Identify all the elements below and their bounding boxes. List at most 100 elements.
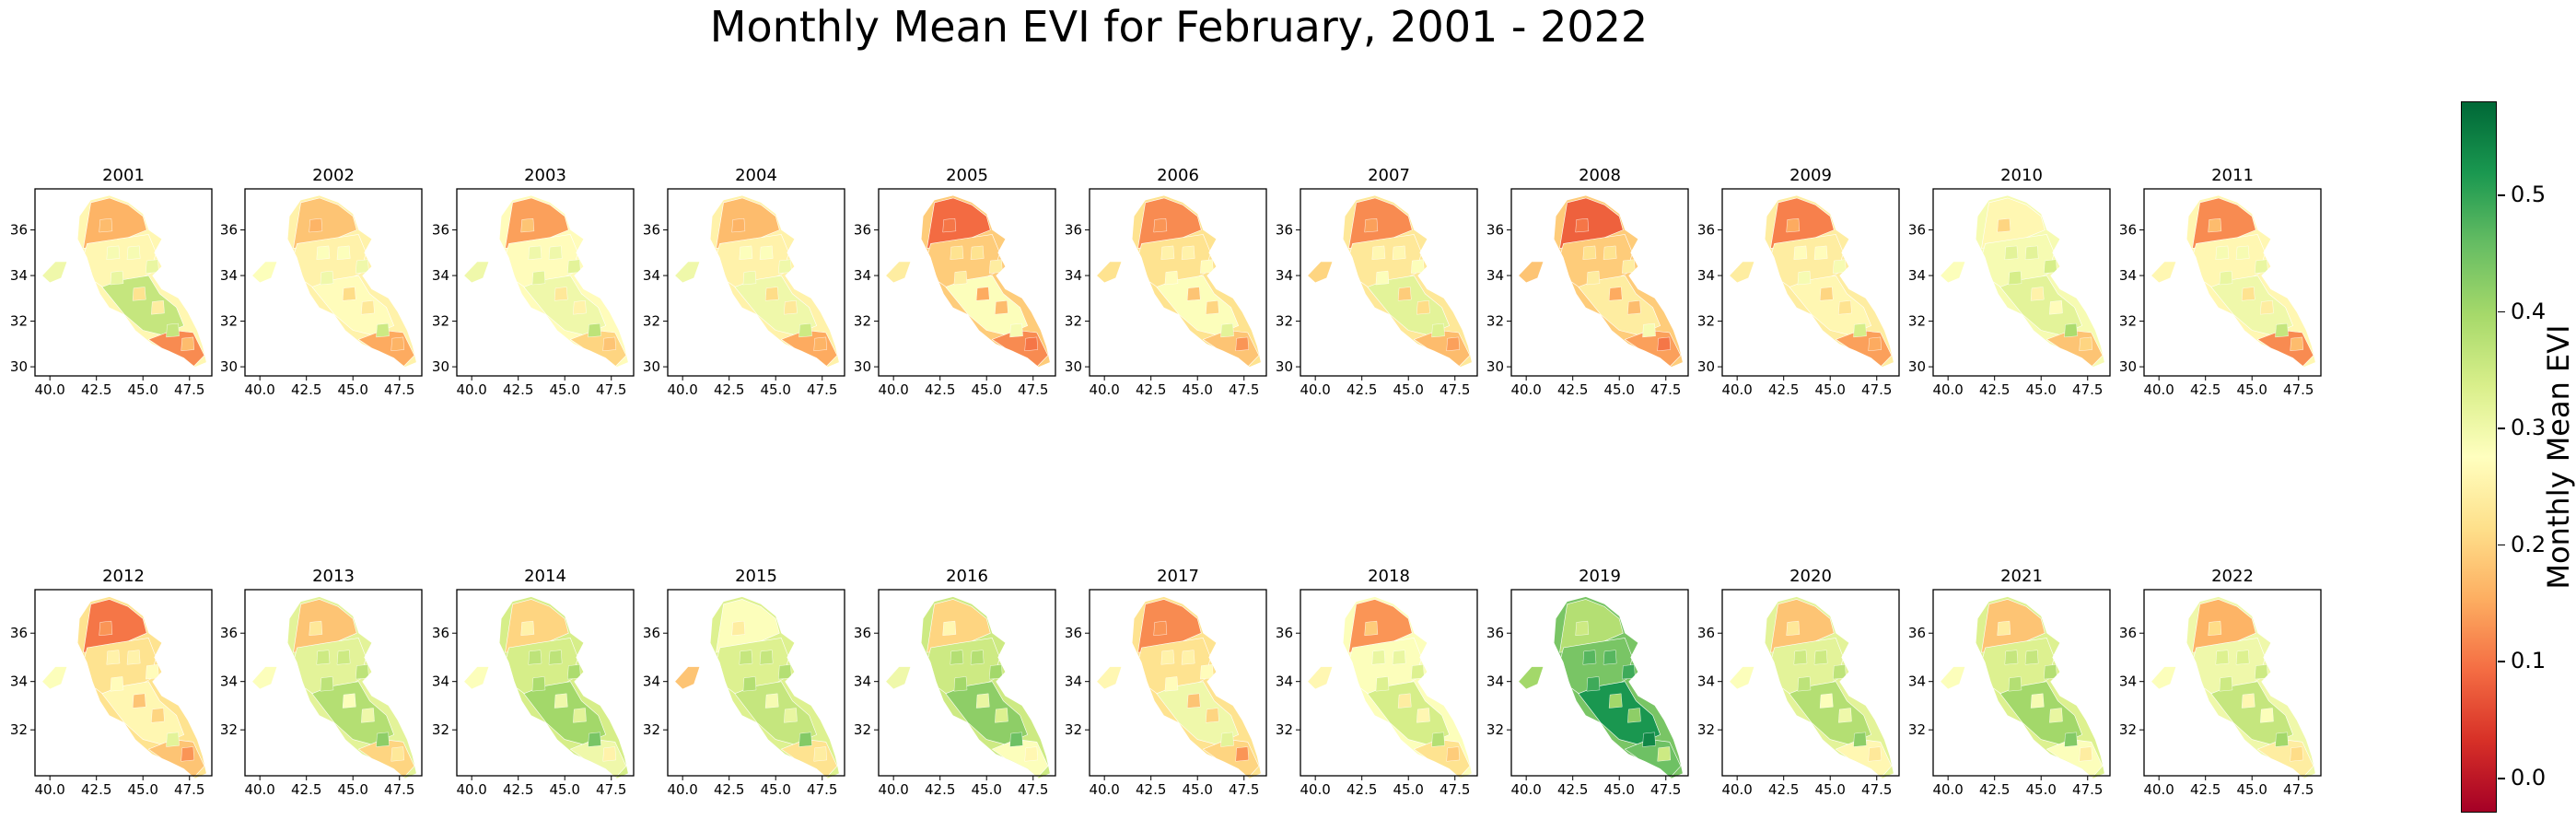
district-patch [1657, 336, 1672, 352]
x-tick-label: 45.0 [972, 381, 1002, 398]
district-patch [146, 664, 159, 680]
district-patch [554, 287, 568, 301]
x-tick-label: 47.5 [1650, 781, 1681, 798]
y-tick-label: 34 [854, 267, 871, 284]
x-tick-label: 45.0 [128, 381, 158, 398]
panel-title: 2006 [1157, 166, 1199, 185]
y-tick-label: 36 [1908, 222, 1926, 239]
x-tick-label: 40.0 [34, 781, 64, 798]
x-tick-label: 45.0 [1183, 781, 1213, 798]
axes-frame [1089, 589, 1267, 777]
region-south [523, 275, 607, 335]
map-panel-2014: 40.0 42.5 45.0 47.5 32 34 36 2014 [432, 567, 635, 798]
district-patch [2290, 336, 2304, 352]
x-tick-label: 40.0 [456, 781, 486, 798]
y-tick-label: 36 [2119, 625, 2137, 641]
district-patch [2215, 650, 2230, 665]
panel-title: 2019 [1579, 567, 1621, 586]
district-patch [531, 270, 546, 286]
panel-title: 2004 [735, 166, 777, 185]
district-patch [739, 245, 753, 260]
x-tick-label: 40.0 [1932, 781, 1963, 798]
y-tick-label: 30 [643, 358, 660, 375]
district-patch [1642, 732, 1656, 747]
map-panel-2003: 40.0 42.5 45.0 47.5 30 32 34 36 2003 [432, 166, 635, 398]
map-panel-2005: 40.0 42.5 45.0 47.5 30 32 34 36 2005 [854, 166, 1056, 398]
y-tick-label: 36 [432, 625, 449, 641]
colorbar-tick-label: 0.0 [2511, 765, 2547, 791]
district-patch [778, 664, 792, 680]
y-tick-label: 36 [220, 625, 238, 641]
x-tick-label: 45.0 [1183, 381, 1213, 398]
district-patch [548, 650, 563, 665]
panel-title: 2007 [1368, 166, 1410, 185]
x-tick-label: 47.5 [2072, 381, 2103, 398]
region-south [2210, 681, 2294, 745]
district-patch [1786, 217, 1801, 233]
y-tick-label: 36 [220, 222, 238, 239]
x-tick-label: 45.0 [1393, 781, 1424, 798]
district-patch [813, 746, 828, 762]
x-tick-label: 47.5 [174, 781, 204, 798]
district-patch [1853, 732, 1867, 747]
district-patch [520, 217, 535, 233]
x-tick-label: 40.0 [1721, 781, 1752, 798]
region-south [1367, 681, 1451, 745]
district-patch [151, 708, 165, 723]
axes-frame [1932, 188, 2111, 377]
map-panel-2016: 40.0 42.5 45.0 47.5 32 34 36 2016 [854, 567, 1056, 798]
y-tick-label: 32 [643, 313, 660, 330]
district-patch [2030, 287, 2045, 301]
y-tick-label: 36 [854, 625, 871, 641]
western-district [675, 666, 700, 689]
district-patch [1181, 650, 1195, 665]
district-patch [1371, 245, 1386, 260]
district-patch [759, 650, 774, 665]
district-patch [1220, 732, 1234, 747]
district-patch [602, 336, 617, 352]
district-patch [1622, 259, 1636, 274]
western-district [1519, 666, 1544, 689]
x-tick-label: 40.0 [1089, 381, 1119, 398]
district-patch [798, 732, 812, 747]
district-patch [995, 708, 1008, 723]
district-patch [520, 620, 535, 637]
district-patch [731, 217, 746, 233]
map-panel-2004: 40.0 42.5 45.0 47.5 30 32 34 36 2004 [643, 166, 845, 398]
x-tick-label: 47.5 [1229, 381, 1259, 398]
district-patch [1657, 746, 1672, 762]
axes-frame [34, 589, 213, 777]
district-patch [1186, 693, 1201, 709]
y-tick-label: 34 [432, 267, 449, 284]
map-panel-2018: 40.0 42.5 45.0 47.5 32 34 36 2018 [1276, 567, 1478, 798]
x-tick-label: 45.0 [338, 381, 368, 398]
district-patch [390, 746, 405, 762]
region-south [1999, 275, 2083, 335]
x-tick-label: 42.5 [1979, 381, 2010, 398]
region-south [734, 681, 818, 745]
district-patch [1206, 708, 1219, 723]
y-tick-label: 34 [1697, 674, 1715, 690]
panel-title: 2013 [312, 567, 355, 586]
western-district [1519, 262, 1544, 283]
district-patch [995, 300, 1008, 315]
x-tick-label: 42.5 [291, 381, 321, 398]
district-patch [2255, 664, 2268, 680]
district-patch [742, 270, 757, 286]
district-patch [1586, 676, 1601, 692]
y-tick-label: 30 [10, 358, 28, 375]
district-patch [1627, 708, 1641, 723]
axes-frame [878, 188, 1056, 377]
district-patch [106, 650, 121, 665]
region-south [1156, 681, 1240, 745]
district-patch [1793, 245, 1808, 260]
colorbar-tick-label: 0.1 [2511, 648, 2547, 674]
panel-title: 2011 [2211, 166, 2254, 185]
axes-frame [1510, 589, 1689, 777]
y-tick-label: 34 [220, 267, 238, 284]
district-patch [942, 217, 957, 233]
district-patch [1833, 259, 1847, 274]
district-patch [970, 650, 985, 665]
x-tick-label: 42.5 [503, 781, 533, 798]
